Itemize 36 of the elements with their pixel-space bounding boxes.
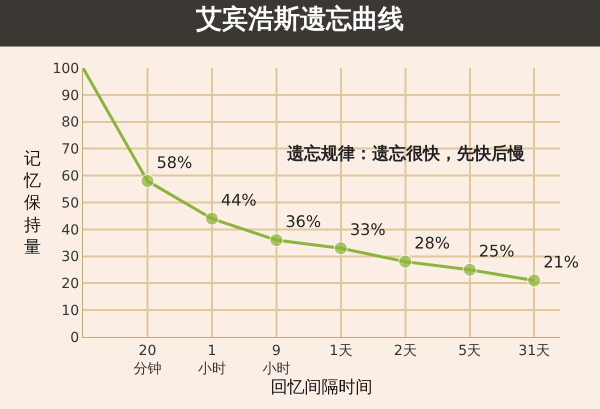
y-tick-label: 70 (61, 142, 80, 158)
data-label: 33% (350, 220, 386, 240)
y-tick-label: 30 (61, 249, 80, 266)
y-tick-label: 0 (70, 330, 80, 346)
data-label: 36% (286, 212, 322, 232)
y-tick-label: 100 (52, 60, 80, 77)
x-tick-label: 5天 (458, 342, 482, 359)
point (269, 233, 284, 248)
point (462, 262, 477, 277)
y-tick-label: 20 (61, 276, 80, 292)
x-tick-label: 2天 (394, 342, 417, 359)
point (398, 254, 412, 269)
y-tick-label: 40 (61, 222, 80, 238)
y-tick-label: 10 (61, 303, 80, 319)
data-label: 44% (221, 190, 257, 210)
x-tick-label: 9 小时 (262, 342, 290, 377)
y-tick-label: 80 (61, 114, 80, 131)
data-label: 28% (414, 234, 450, 253)
x-tick-label: 1天 (329, 342, 352, 359)
x-tick-label: 20 分钟 (133, 342, 162, 377)
point (527, 274, 542, 288)
y-tick-label: 60 (61, 168, 80, 184)
x-tick-label: 31天 (518, 342, 550, 359)
annotation: 遗忘规律：遗忘很快，先快后慢 (286, 143, 525, 164)
x-tick-label: 1 小时 (198, 342, 226, 377)
data-label: 58% (156, 152, 192, 172)
point (204, 212, 219, 226)
y-axis-title: 记忆保持量 (23, 149, 41, 258)
data-label: 21% (543, 252, 579, 272)
y-tick-label: 50 (61, 195, 80, 212)
point (140, 174, 154, 188)
point (334, 241, 348, 256)
chart-title: 艾宾浩斯遗忘曲线 (195, 4, 404, 35)
x-axis-title: 回忆间隔时间 (270, 377, 372, 398)
y-tick-label: 90 (61, 88, 80, 104)
data-label: 25% (478, 242, 514, 261)
